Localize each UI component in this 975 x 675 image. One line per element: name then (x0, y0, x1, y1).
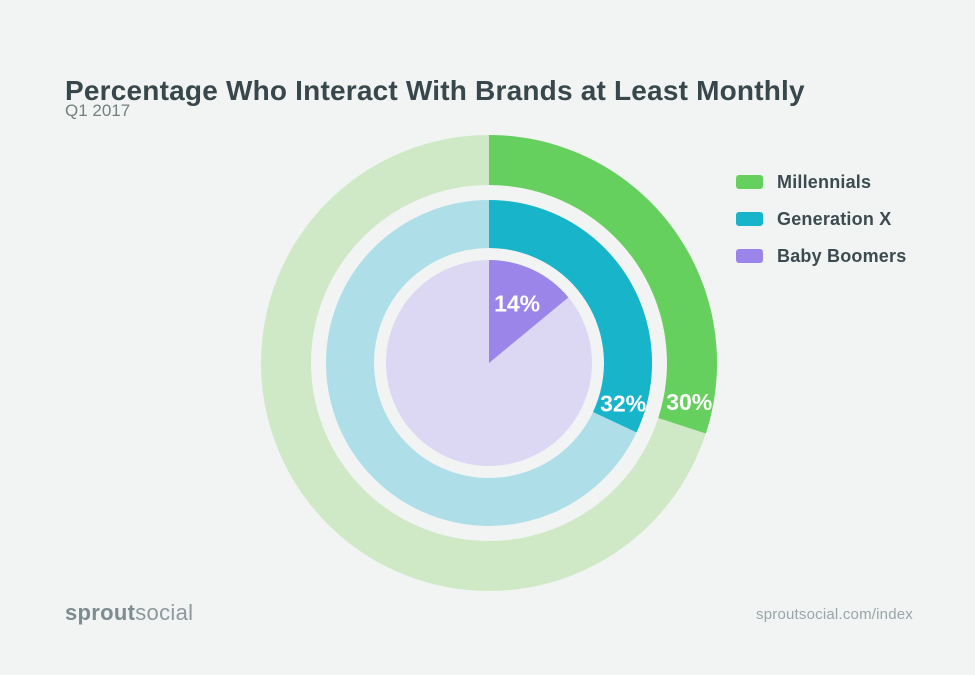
legend-item-millennials: Millennials (736, 172, 906, 192)
page-subtitle: Q1 2017 (65, 101, 131, 120)
generation-x-value-label: 32% (600, 391, 646, 417)
logo-text-social: social (135, 600, 194, 625)
page-title: Percentage Who Interact With Brands at L… (65, 74, 805, 106)
legend-label-millennials: Millennials (777, 171, 872, 192)
millennials-arc (489, 135, 717, 434)
legend-label-baby-boomers: Baby Boomers (777, 245, 907, 266)
legend-item-generation-x: Generation X (736, 209, 906, 229)
chart-legend: Millennials Generation X Baby Boomers (736, 172, 906, 283)
sprout-social-logo: sproutsocial (65, 600, 193, 626)
logo-text-sprout: sprout (65, 600, 136, 625)
baby-boomers-wedge (489, 260, 569, 363)
legend-swatch-baby-boomers (736, 249, 763, 263)
generation-x-arc (489, 200, 652, 433)
legend-item-baby-boomers: Baby Boomers (736, 246, 906, 266)
millennials-value-label: 30% (666, 389, 712, 415)
legend-label-generation-x: Generation X (777, 208, 892, 229)
baby-boomers-value-label: 14% (494, 291, 540, 317)
legend-swatch-generation-x (736, 212, 763, 226)
footer-url: sproutsocial.com/index (756, 606, 913, 623)
legend-swatch-millennials (736, 175, 763, 189)
